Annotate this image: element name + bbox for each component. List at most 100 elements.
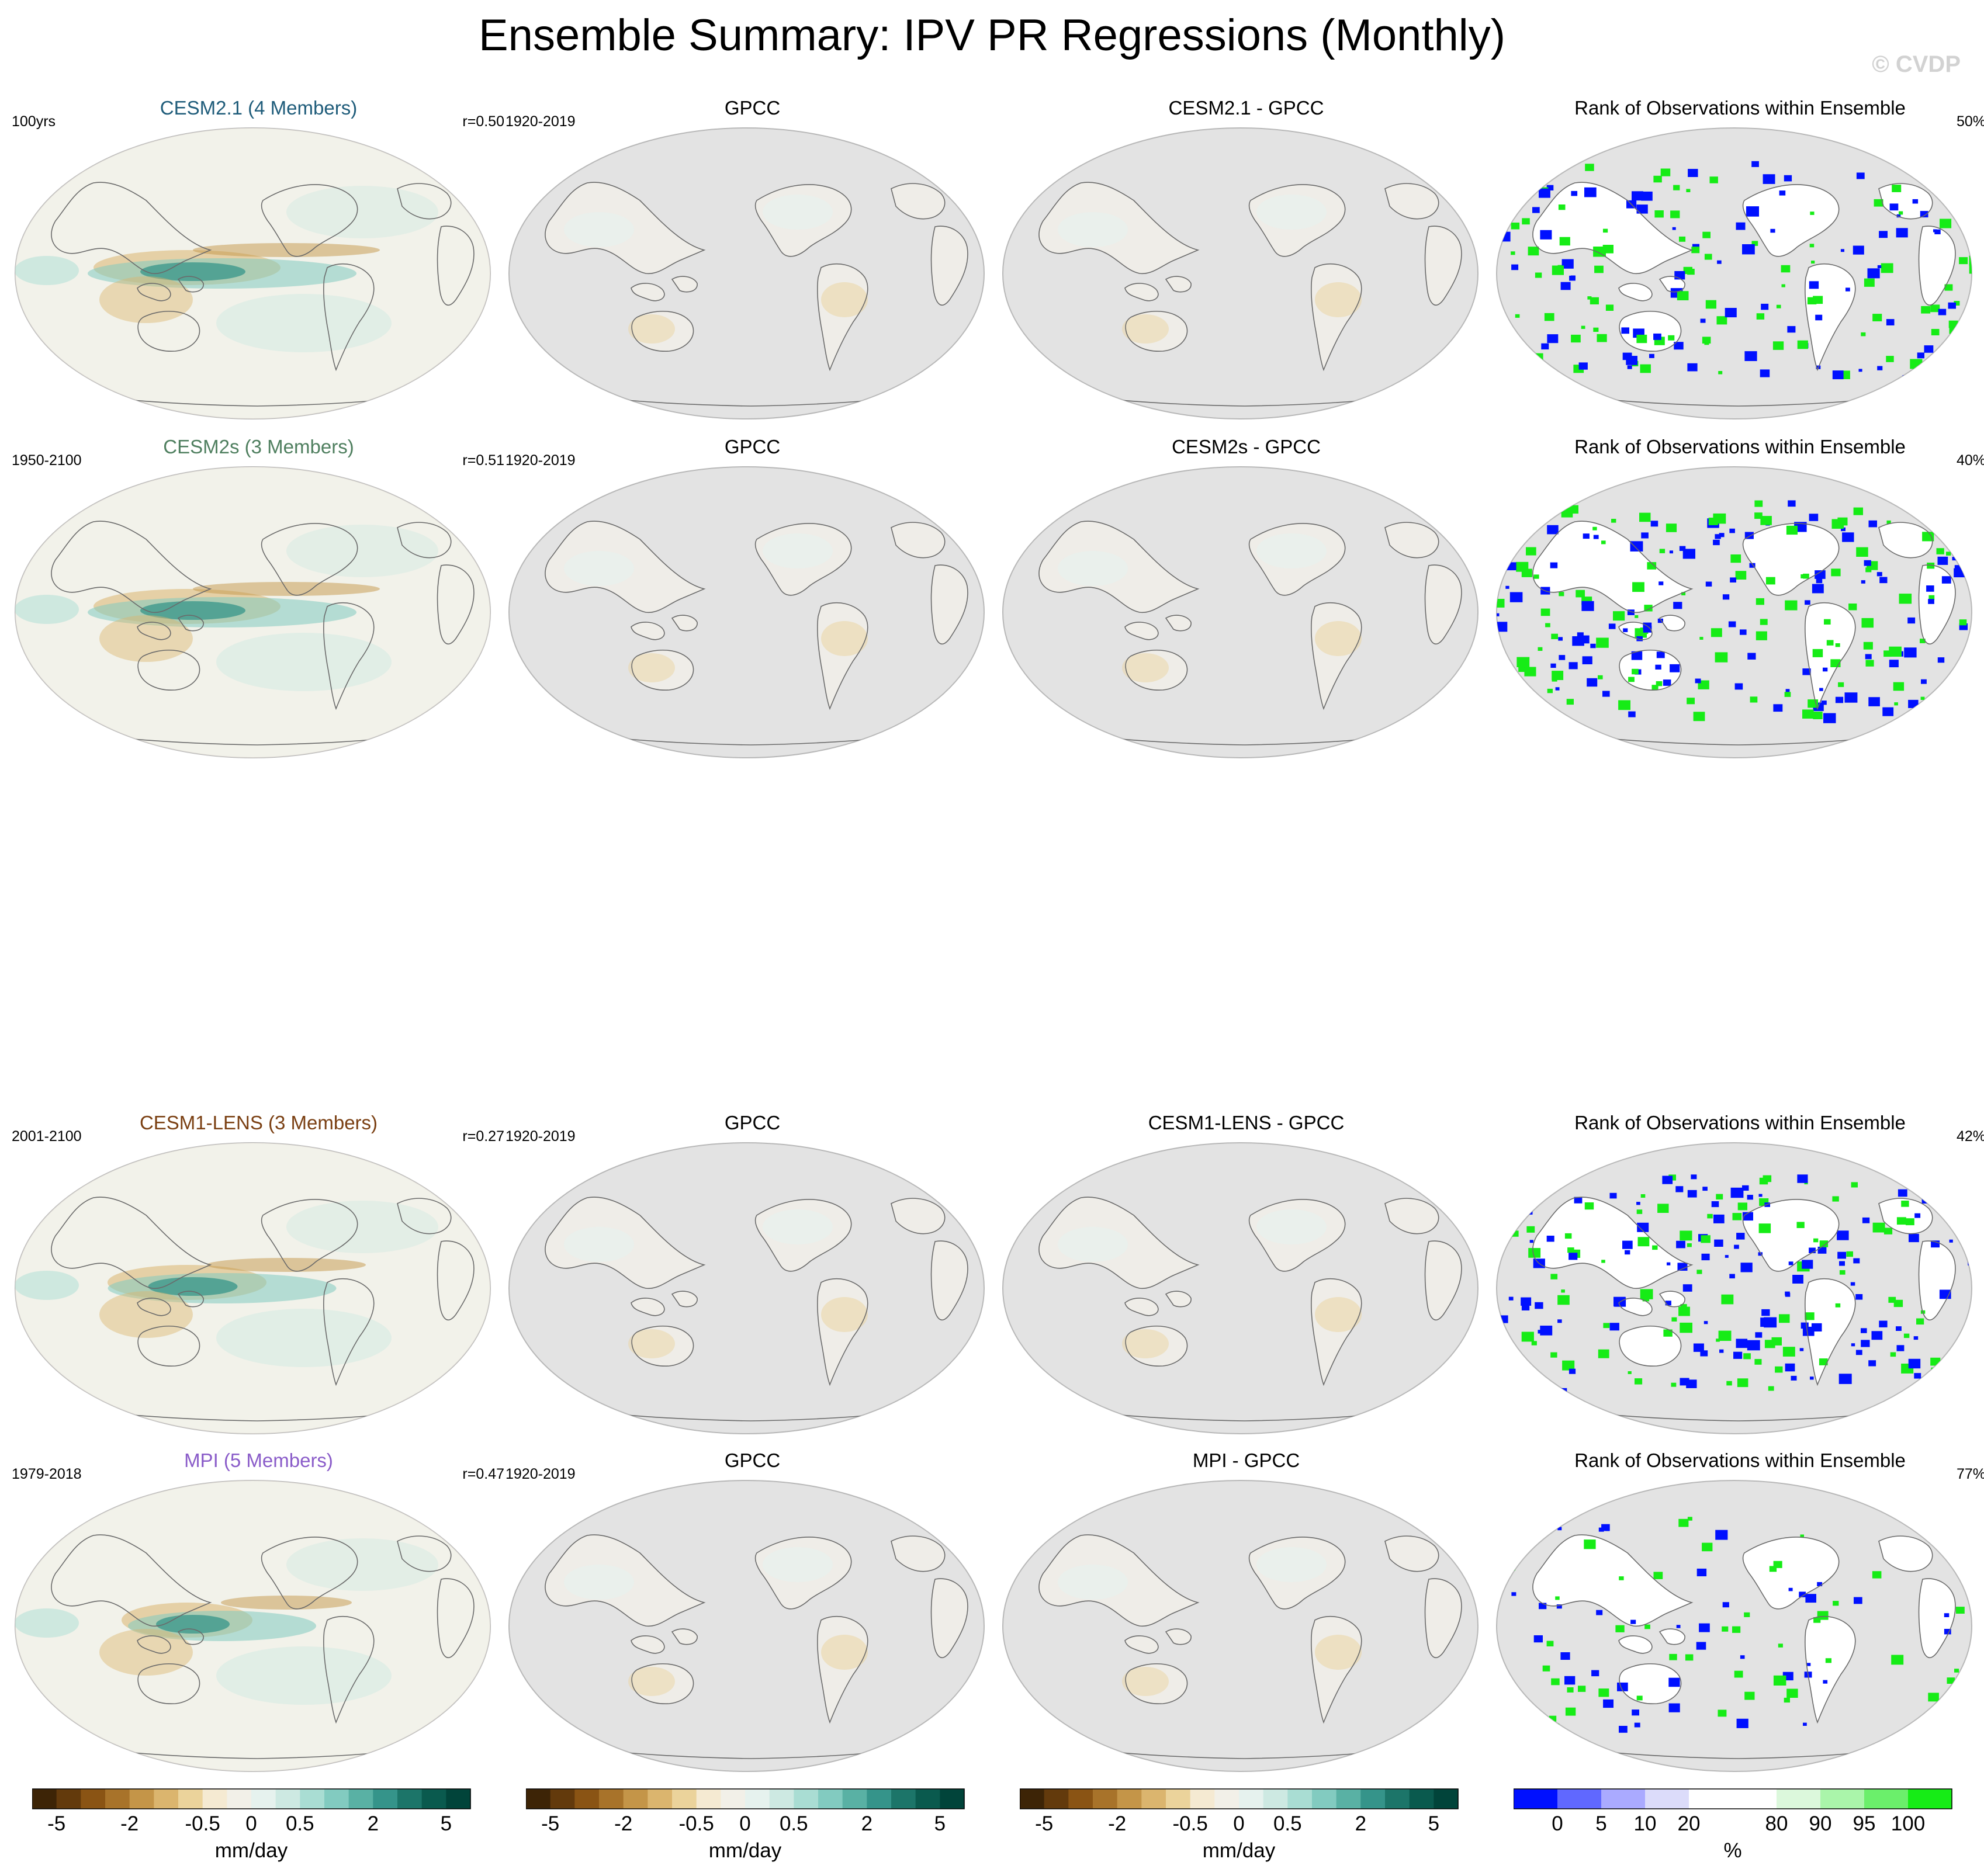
field-contour xyxy=(286,1538,438,1591)
rank-cell xyxy=(1806,1663,1811,1666)
rank-cell xyxy=(1899,211,1903,215)
rank-cell xyxy=(1920,639,1926,643)
field-contour xyxy=(1256,1209,1327,1244)
field-contour xyxy=(15,1271,79,1300)
rank-cell xyxy=(1719,1349,1724,1353)
rank-cell xyxy=(1665,1301,1671,1306)
rank-cell xyxy=(1909,1233,1919,1243)
rank-cell xyxy=(1628,677,1635,682)
rank-cell xyxy=(1853,507,1863,515)
rank-cell xyxy=(1749,563,1756,568)
rank-cell xyxy=(1598,1349,1609,1358)
rank-cell xyxy=(1678,1518,1689,1527)
rank-cell xyxy=(1584,187,1597,197)
field-contour xyxy=(216,633,392,691)
panel-title: GPCC xyxy=(724,436,781,457)
rank-cell xyxy=(1598,675,1603,679)
rank-cell xyxy=(1898,1189,1907,1197)
rank-cell xyxy=(1801,574,1806,578)
rank-cell xyxy=(1882,707,1894,716)
rank-cell xyxy=(1855,1294,1863,1300)
world-map xyxy=(15,1480,491,1772)
rank-cell xyxy=(1644,605,1653,612)
rank-cell xyxy=(1937,162,1947,171)
rank-cell xyxy=(1709,176,1718,183)
rank-cell xyxy=(1521,1304,1530,1310)
rank-cell xyxy=(1704,254,1712,260)
rank-cell xyxy=(1557,1295,1570,1305)
rank-cell xyxy=(1565,1707,1576,1716)
rank-cell xyxy=(1928,599,1934,604)
rank-cell xyxy=(1554,1388,1567,1399)
rank-cell xyxy=(1851,1182,1858,1188)
rank-cell xyxy=(1867,268,1880,279)
rank-cell xyxy=(1653,175,1662,183)
colorbar-swatch xyxy=(1864,1789,1909,1809)
rank-cell xyxy=(1899,594,1912,604)
rank-cell xyxy=(1760,619,1768,625)
rank-cell xyxy=(1540,1326,1553,1336)
rank-cell xyxy=(1903,1333,1910,1338)
rank-cell xyxy=(1778,1643,1783,1648)
rank-cell xyxy=(1498,1251,1502,1255)
rank-cell xyxy=(1944,1629,1951,1635)
colorbar-swatch xyxy=(56,1789,81,1809)
rank-cell xyxy=(1799,1348,1804,1351)
rank-cell xyxy=(1601,1260,1605,1263)
rank-cell xyxy=(1946,552,1951,556)
field-contour xyxy=(1315,621,1362,656)
field-contour xyxy=(564,551,634,586)
rank-cell xyxy=(1856,547,1868,557)
rank-cell xyxy=(1551,633,1558,639)
rank-cell xyxy=(1632,582,1644,592)
rank-cell xyxy=(1861,580,1865,584)
rank-cell xyxy=(1603,1699,1613,1708)
field-contour xyxy=(1256,195,1327,230)
colorbar-swatch xyxy=(227,1789,252,1809)
rank-cell xyxy=(1730,554,1741,563)
rank-cell xyxy=(1505,585,1509,589)
panel-diff-row-4: MPI - GPCC xyxy=(999,1449,1493,1776)
rank-cell xyxy=(1687,363,1698,372)
rank-cell xyxy=(1605,1527,1610,1531)
rank-cell xyxy=(1722,594,1730,600)
rank-cell xyxy=(1627,609,1635,615)
rank-cell xyxy=(1619,1576,1624,1580)
rank-cell xyxy=(1889,646,1902,657)
rank-cell xyxy=(1528,707,1538,715)
rank-cell xyxy=(1740,629,1747,635)
rank-cell xyxy=(1671,1382,1677,1387)
rank-cell xyxy=(1713,1214,1725,1223)
world-map xyxy=(1002,1142,1479,1434)
rank-cell xyxy=(1879,1320,1888,1327)
rank-cell xyxy=(1696,1270,1702,1274)
panel-rank-row-1: Rank of Observations within Ensemble 50% xyxy=(1493,96,1984,424)
rank-cell xyxy=(1736,222,1746,230)
field-contour xyxy=(1122,653,1169,682)
rank-cell xyxy=(1632,191,1643,201)
rank-cell xyxy=(1687,1243,1692,1247)
rank-cell xyxy=(1883,650,1892,657)
rank-cell xyxy=(1687,698,1695,705)
rank-cell xyxy=(1744,1691,1755,1700)
map-background xyxy=(508,1480,985,1772)
colorbar-unit: mm/day xyxy=(1202,1839,1276,1862)
rank-cell xyxy=(1691,247,1700,254)
rank-cell xyxy=(1613,611,1625,621)
field-contour xyxy=(1122,314,1169,344)
rank-cell xyxy=(1640,1194,1646,1198)
rank-cell xyxy=(1557,1527,1562,1531)
rank-cell xyxy=(1564,1233,1572,1239)
rank-cell xyxy=(1732,1213,1742,1220)
rank-cell xyxy=(1801,1322,1809,1329)
rank-cell xyxy=(1963,1358,1970,1364)
rank-cell xyxy=(1587,678,1598,687)
rank-cell xyxy=(1972,712,1975,722)
rank-cell xyxy=(1524,667,1536,677)
rank-cell xyxy=(1936,548,1944,554)
rank-cell xyxy=(1729,528,1735,533)
rank-cell xyxy=(1587,296,1592,300)
field-contour xyxy=(1058,551,1128,586)
field-contour xyxy=(564,1227,634,1262)
rank-cell xyxy=(1726,1381,1732,1386)
